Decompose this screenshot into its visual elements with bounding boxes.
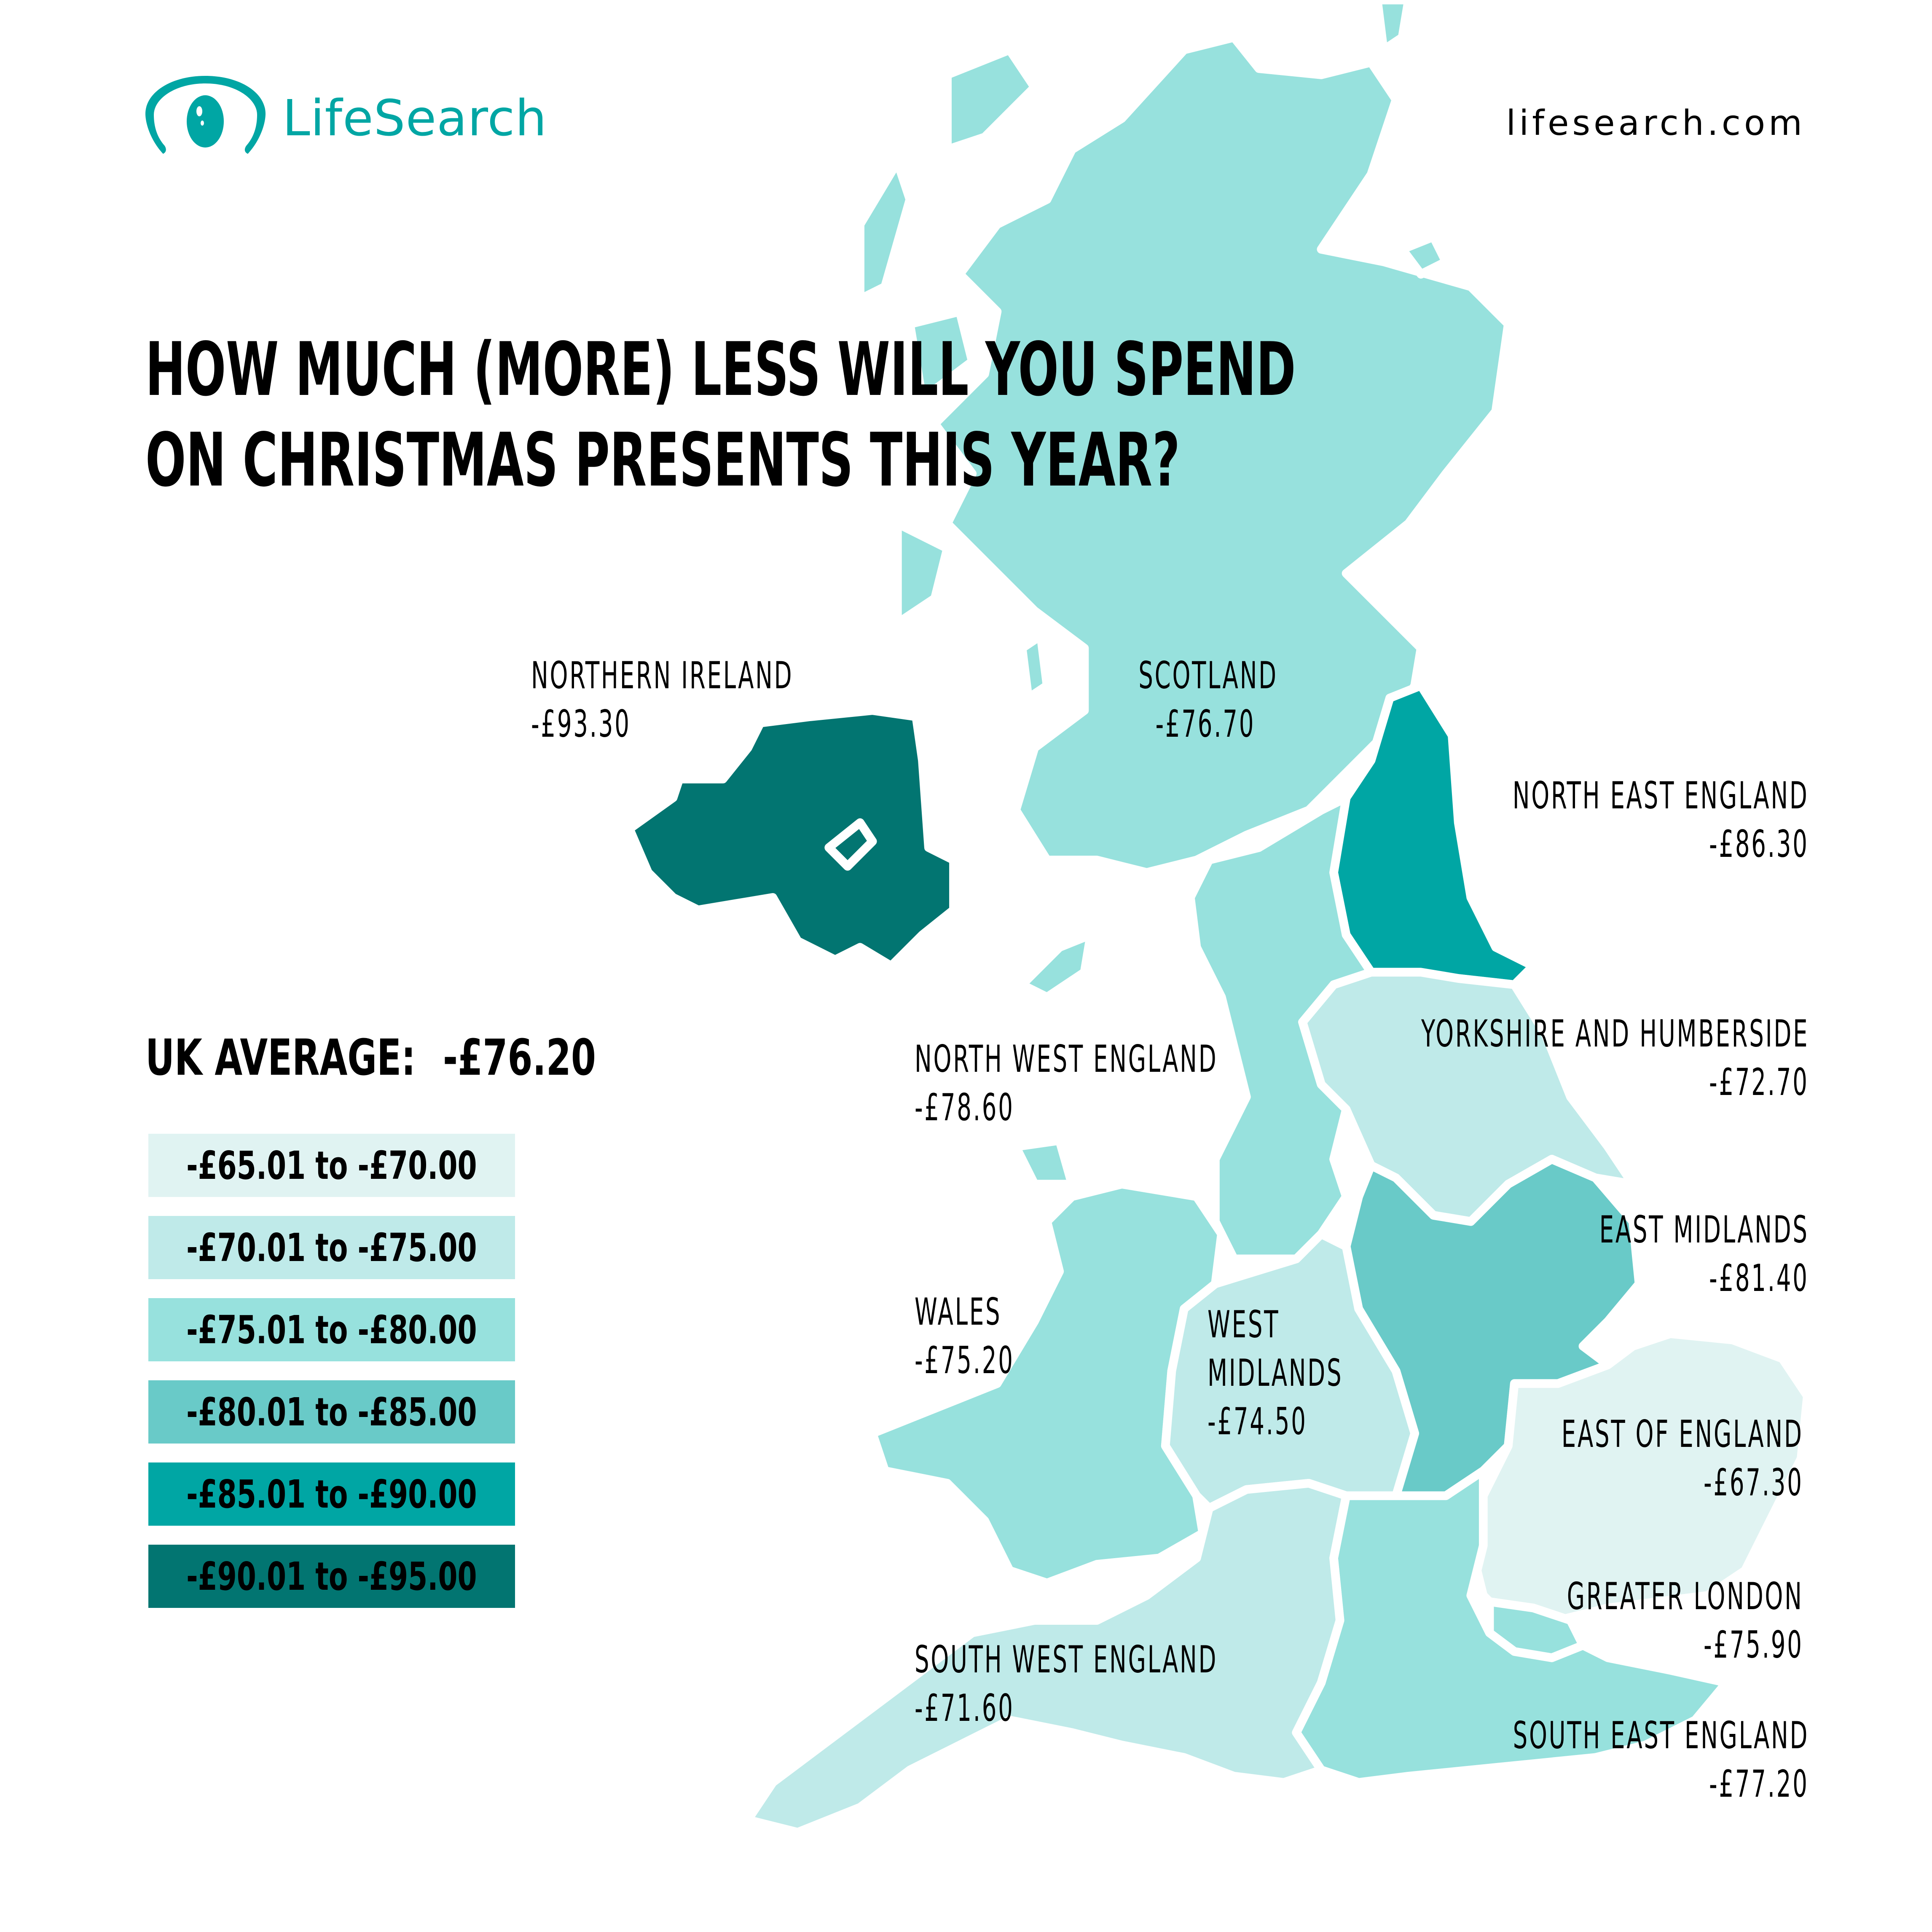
- label-east-midlands: EAST MIDLANDS -£81.40: [1471, 1205, 1809, 1302]
- legend-label: -£65.01 to -£70.00: [186, 1143, 477, 1188]
- region-value: -£86.30: [1709, 822, 1809, 866]
- label-north-west-england: NORTH WEST ENGLAND -£78.60: [915, 1035, 1403, 1132]
- legend-label: -£85.01 to -£90.00: [186, 1471, 477, 1517]
- label-south-east-england: SOUTH EAST ENGLAND -£77.20: [1331, 1711, 1809, 1808]
- label-north-east-england: NORTH EAST ENGLAND -£86.30: [1331, 771, 1809, 868]
- title-line-2: ON CHRISTMAS PRESENTS THIS YEAR?: [145, 418, 1180, 503]
- legend-item: -£65.01 to -£70.00: [148, 1134, 515, 1197]
- region-name: SOUTH WEST ENGLAND: [915, 1638, 1218, 1681]
- label-greater-london: GREATER LONDON -£75.90: [1422, 1572, 1803, 1669]
- region-name: EAST OF ENGLAND: [1562, 1412, 1803, 1456]
- legend-item: -£90.01 to -£95.00: [148, 1545, 515, 1608]
- label-south-west-england: SOUTH WEST ENGLAND -£71.60: [915, 1635, 1403, 1732]
- region-wales: [868, 1136, 1226, 1588]
- uk-average-label: UK AVERAGE:: [145, 1028, 416, 1087]
- region-value: -£77.20: [1709, 1762, 1809, 1806]
- region-name: SOUTH EAST ENGLAND: [1513, 1714, 1809, 1757]
- lifesearch-logo[interactable]: LifeSearch: [145, 76, 547, 160]
- region-value: -£75.20: [915, 1339, 1014, 1382]
- legend-item: -£85.01 to -£90.00: [148, 1462, 515, 1526]
- uk-average-value: -£76.20: [443, 1028, 596, 1087]
- region-scotland: [856, 0, 1513, 1002]
- legend-item: -£80.01 to -£85.00: [148, 1380, 515, 1444]
- region-value: -£78.60: [915, 1086, 1014, 1129]
- region-name: WALES: [915, 1290, 1002, 1334]
- region-name: SCOTLAND: [1138, 654, 1278, 697]
- label-scotland: SCOTLAND -£76.70: [1096, 651, 1315, 748]
- region-name: GREATER LONDON: [1567, 1575, 1803, 1618]
- legend-item: -£75.01 to -£80.00: [148, 1298, 515, 1361]
- legend-label: -£75.01 to -£80.00: [186, 1307, 477, 1352]
- region-name-line-1: WEST: [1208, 1303, 1280, 1346]
- region-name-line-2: MIDLANDS: [1208, 1351, 1343, 1395]
- region-south-west-england: [743, 1479, 1351, 1837]
- legend-label: -£80.01 to -£85.00: [186, 1389, 477, 1435]
- website-link[interactable]: lifesearch.com: [1506, 103, 1806, 143]
- region-value: -£76.70: [1155, 702, 1256, 746]
- legend-label: -£90.01 to -£95.00: [186, 1554, 477, 1599]
- brand-name: LifeSearch: [282, 89, 547, 147]
- legend: -£65.01 to -£70.00 -£70.01 to -£75.00 -£…: [148, 1134, 515, 1627]
- page-title: HOW MUCH (MORE) LESS WILL YOU SPEND ON C…: [145, 325, 1296, 506]
- region-name: NORTHERN IRELAND: [531, 654, 794, 697]
- label-northern-ireland: NORTHERN IRELAND -£93.30: [531, 651, 954, 748]
- region-name: EAST MIDLANDS: [1599, 1208, 1809, 1251]
- uk-average: UK AVERAGE: -£76.20: [145, 1028, 596, 1087]
- label-yorkshire-and-humberside: YORKSHIRE AND HUMBERSIDE -£72.70: [1183, 1009, 1809, 1106]
- legend-item: -£70.01 to -£75.00: [148, 1216, 515, 1279]
- region-value: -£72.70: [1709, 1060, 1809, 1104]
- legend-label: -£70.01 to -£75.00: [186, 1225, 477, 1270]
- region-name: NORTH WEST ENGLAND: [915, 1037, 1218, 1081]
- label-east-of-england: EAST OF ENGLAND -£67.30: [1413, 1410, 1803, 1507]
- region-value: -£93.30: [531, 702, 631, 746]
- region-value: -£81.40: [1709, 1256, 1809, 1300]
- region-value: -£67.30: [1704, 1461, 1803, 1504]
- region-name: NORTH EAST ENGLAND: [1513, 774, 1809, 817]
- region-northern-ireland: [625, 706, 958, 971]
- label-west-midlands: WEST MIDLANDS -£74.50: [1208, 1300, 1426, 1446]
- region-value: -£71.60: [915, 1686, 1014, 1730]
- label-wales: WALES -£75.20: [915, 1288, 1076, 1385]
- region-name: YORKSHIRE AND HUMBERSIDE: [1421, 1012, 1809, 1055]
- region-value: -£75.90: [1704, 1623, 1803, 1666]
- region-value: -£74.50: [1208, 1400, 1307, 1443]
- title-line-1: HOW MUCH (MORE) LESS WILL YOU SPEND: [145, 327, 1296, 413]
- eye-icon: [145, 76, 266, 154]
